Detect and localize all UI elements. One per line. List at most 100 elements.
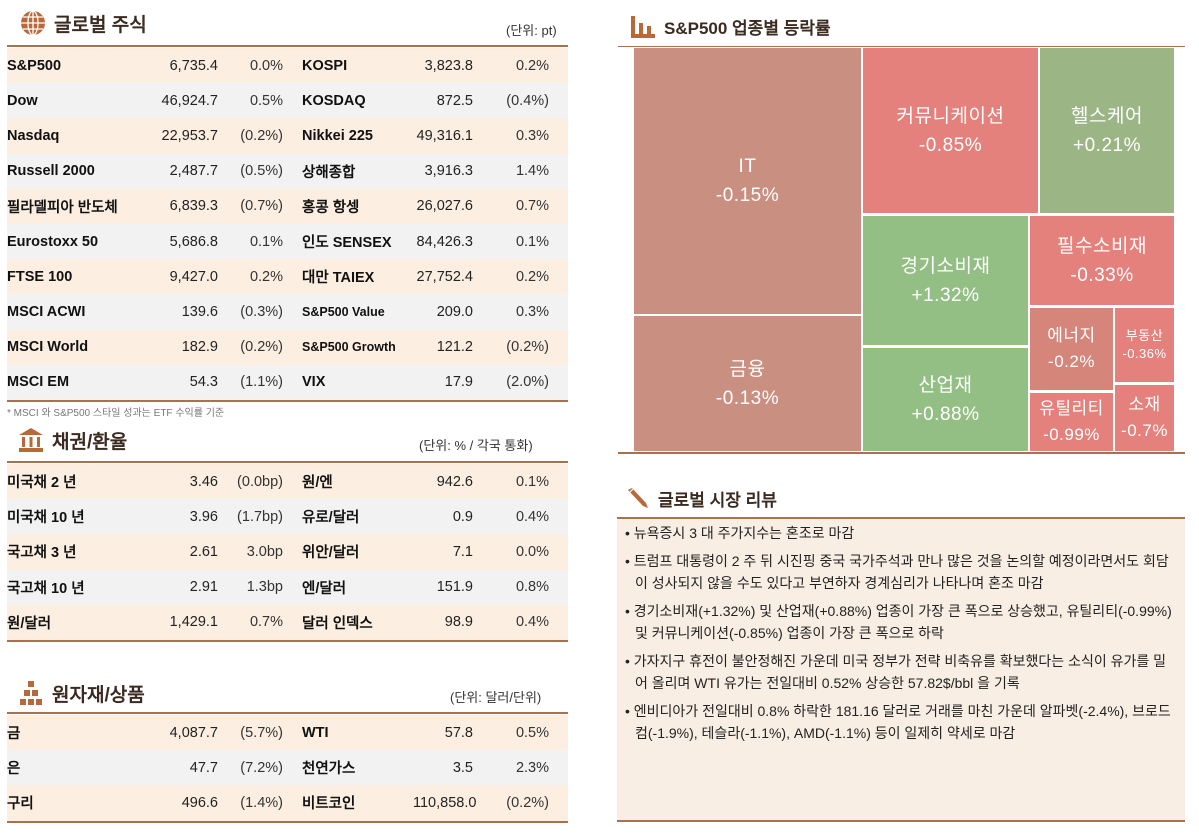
treemap-tile: 헬스케어 +0.21%	[1040, 48, 1174, 213]
right-name: 엔/달러	[302, 580, 347, 597]
treemap-tile: IT -0.15%	[634, 48, 861, 314]
right-name: 상해종합	[302, 164, 356, 181]
bonds-table: 미국채 2 년 3.46 (0.0bp) 원/엔 942.6 0.1% 미국채 10 년 3.…	[7, 464, 568, 640]
treemap-tile: 소재 -0.7%	[1115, 385, 1174, 451]
table-row: 원/달러 1,429.1 0.7% 달러 인덱스 98.9 0.4%	[7, 604, 568, 640]
right-value: 27,752.4	[416, 268, 473, 285]
equities-table: S&P500 6,735.4 0.0% KOSPI 3,823.8 0.2% Dow 46,9…	[7, 48, 568, 400]
right-value: 3,916.3	[424, 163, 473, 180]
right-change: 0.3%	[515, 303, 549, 320]
right-value: 57.8	[444, 724, 473, 741]
sector-change: -0.85%	[918, 134, 983, 156]
left-name: 원/달러	[7, 615, 52, 632]
commodities-title: 원자재/상품	[52, 684, 145, 706]
right-value: 84,426.3	[416, 233, 473, 250]
left-name: 금	[7, 726, 21, 743]
left-change: 0.5%	[249, 92, 283, 109]
treemap-header: S&P500 업종별 등락률	[630, 11, 831, 41]
sector-name: 유틸리티	[1039, 399, 1104, 418]
right-name: Nikkei 225	[302, 127, 373, 144]
right-name: 위안/달러	[302, 545, 360, 562]
left-change: 1.3bp	[246, 579, 283, 596]
right-value: 3.5	[452, 759, 473, 776]
table-row: MSCI EM 54.3 (1.1%) VIX 17.9 (2.0%)	[7, 364, 568, 400]
right-change: 0.5%	[515, 724, 549, 741]
table-row: 국고채 10 년 2.91 1.3bp 엔/달러 151.9 0.8%	[7, 569, 568, 605]
left-name: 미국채 10 년	[7, 510, 85, 527]
table-row: 은 47.7 (7.2%) 천연가스 3.5 2.3%	[7, 750, 568, 786]
right-change: 0.2%	[515, 57, 549, 74]
left-value: 1,429.1	[169, 614, 218, 631]
table-row: FTSE 100 9,427.0 0.2% 대만 TAIEX 27,752.4 0.2%	[7, 259, 568, 295]
left-change: (1.4%)	[240, 794, 283, 811]
left-change: 3.0bp	[246, 543, 283, 560]
sector-name: 산업재	[918, 374, 973, 396]
right-change: (2.0%)	[506, 374, 549, 391]
right-change: 0.4%	[515, 508, 549, 525]
treemap-tile: 산업재 +0.88%	[863, 348, 1028, 451]
right-name: 달러 인덱스	[302, 615, 373, 632]
table-row: MSCI ACWI 139.6 (0.3%) S&P500 Value 209.0 0.3…	[7, 294, 568, 330]
treemap-tile: 필수소비재 -0.33%	[1030, 216, 1174, 305]
left-change: (0.2%)	[240, 339, 283, 356]
right-value: 49,316.1	[416, 127, 473, 144]
treemap-tile: 경기소비재 +1.32%	[863, 216, 1028, 345]
left-change: 0.2%	[249, 268, 283, 285]
table-row: 미국채 10 년 3.96 (1.7bp) 유로/달러 0.9 0.4%	[7, 499, 568, 535]
left-value: 3.96	[189, 508, 218, 525]
left-name: 은	[7, 761, 21, 778]
commodities-unit: (단위: 달러/단위)	[450, 690, 542, 705]
left-value: 496.6	[181, 794, 218, 811]
left-change: (5.7%)	[240, 724, 283, 741]
right-value: 7.1	[452, 543, 473, 560]
left-value: 2.91	[189, 579, 218, 596]
left-name: MSCI World	[7, 339, 89, 356]
treemap-title: S&P500 업종별 등락률	[664, 18, 831, 38]
equities-unit: (단위: pt)	[506, 23, 557, 38]
sector-name: 부동산	[1125, 328, 1164, 343]
sector-change: +0.21%	[1073, 134, 1141, 156]
right-value: 942.6	[436, 473, 473, 490]
left-name: 필라델피아 반도체	[7, 199, 118, 216]
commodities-header: 원자재/상품	[18, 678, 145, 708]
review-bullet: • 트럼프 대통령이 2 주 뒤 시진핑 중국 국가주석과 만나 많은 것을 논…	[625, 552, 1169, 592]
left-value: 46,924.7	[161, 92, 218, 109]
bar-chart-icon	[631, 16, 655, 38]
sector-change: -0.15%	[715, 185, 780, 206]
right-change: 0.2%	[515, 268, 549, 285]
review-bullet: • 경기소비재(+1.32%) 및 산업재(+0.88%) 업종이 가장 큰 폭…	[625, 602, 1172, 642]
table-row: 미국채 2 년 3.46 (0.0bp) 원/엔 942.6 0.1%	[7, 464, 568, 500]
divider	[7, 400, 568, 402]
left-name: 미국채 2 년	[7, 475, 77, 492]
commodities-table: 금 4,087.7 (5.7%) WTI 57.8 0.5% 은 47.7 (7.2%) 천연가스…	[7, 715, 568, 821]
right-value: 872.5	[436, 92, 473, 109]
left-value: 5,686.8	[169, 233, 218, 250]
treemap-tile: 커뮤니케이션 -0.85%	[863, 48, 1038, 213]
left-change: (0.7%)	[240, 198, 283, 215]
right-change: 1.4%	[515, 163, 549, 180]
sector-change: -0.99%	[1043, 425, 1100, 444]
right-name: S&P500 Growth	[302, 340, 396, 355]
left-value: 182.9	[181, 339, 218, 356]
treemap-tile: 부동산 -0.36%	[1115, 308, 1174, 382]
right-change: 0.7%	[515, 198, 549, 215]
left-change: 0.7%	[249, 614, 283, 631]
review-bullet: • 엔비디아가 전일대비 0.8% 하락한 181.16 달러로 거래를 마친 …	[625, 702, 1171, 742]
left-name: Russell 2000	[7, 163, 95, 180]
divider	[7, 45, 568, 47]
left-value: 139.6	[181, 303, 218, 320]
left-name: Dow	[7, 92, 38, 109]
left-value: 4,087.7	[169, 724, 218, 741]
table-row: 필라델피아 반도체 6,839.3 (0.7%) 홍콩 항셍 26,027.6 0.7%	[7, 188, 568, 224]
left-value: 22,953.7	[161, 127, 218, 144]
left-name: 국고채 10 년	[7, 580, 85, 597]
left-change: 0.1%	[249, 233, 283, 250]
equities-footnote: * MSCI 와 S&P500 스타일 성과는 ETF 수익률 기준	[7, 408, 225, 419]
sector-change: -0.2%	[1048, 352, 1095, 371]
treemap-tile: 유틸리티 -0.99%	[1030, 393, 1113, 451]
left-value: 47.7	[189, 759, 218, 776]
right-value: 151.9	[436, 579, 473, 596]
sector-name: 헬스케어	[1071, 105, 1143, 127]
table-row: S&P500 6,735.4 0.0% KOSPI 3,823.8 0.2%	[7, 48, 568, 84]
left-change: (1.7bp)	[237, 508, 283, 525]
